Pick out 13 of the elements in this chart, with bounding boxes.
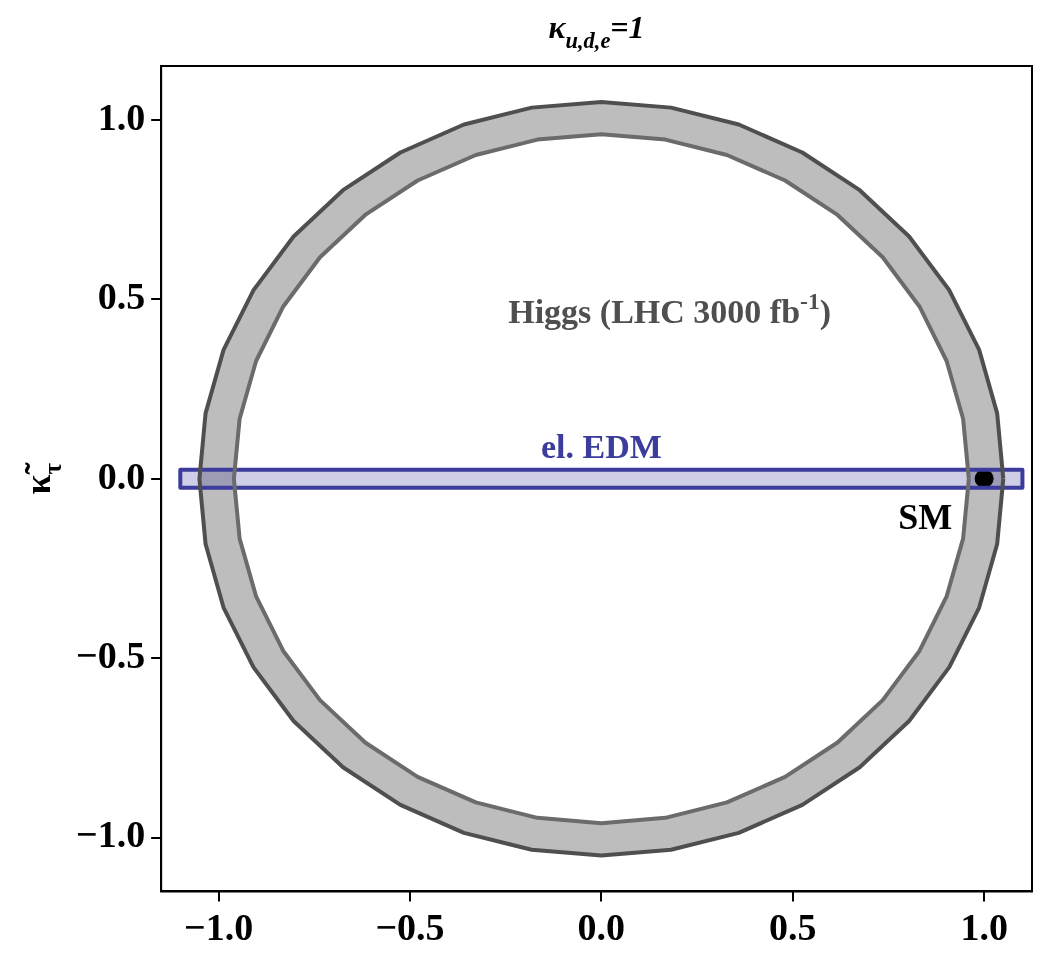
- y-axis-title: κ̃τ: [18, 462, 66, 495]
- x-tick-label: −1.0: [183, 906, 254, 949]
- y-tick-label: 0.5: [97, 275, 146, 318]
- x-tick-label: 0.0: [577, 906, 626, 949]
- x-tick-label: −0.5: [375, 906, 445, 949]
- y-tick-label: 0.0: [97, 454, 146, 497]
- x-tick-label: 0.5: [769, 906, 817, 949]
- y-tick-label: −0.5: [76, 633, 146, 676]
- y-tick-label: 1.0: [97, 95, 146, 138]
- series-label: SM: [898, 496, 953, 537]
- series-label: el. EDM: [540, 427, 662, 465]
- y-tick-label: −1.0: [76, 813, 146, 856]
- x-tick-label: 1.0: [960, 906, 1008, 949]
